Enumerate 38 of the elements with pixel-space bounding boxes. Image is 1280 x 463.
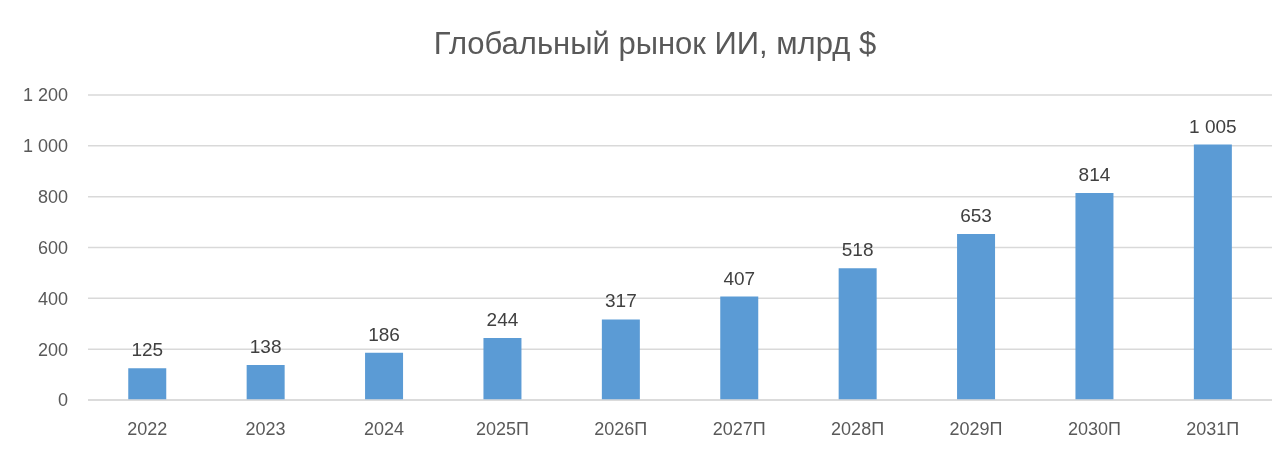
data-label: 653 [960,205,992,227]
x-tick-label: 2024 [363,418,405,439]
data-label: 407 [723,267,756,289]
bar [1193,144,1232,400]
y-tick-label: 1 000 [22,136,68,157]
bar [128,368,167,400]
y-tick-label: 400 [37,288,68,309]
x-tick-label: 2028П [831,418,885,439]
data-label: 138 [249,335,282,357]
bar [838,268,877,400]
x-tick-label: 2026П [594,418,648,439]
data-label: 125 [131,339,164,361]
data-label: 814 [1078,164,1111,186]
y-tick-label: 200 [37,339,68,360]
y-tick-label: 1 200 [22,85,68,106]
bar [957,234,996,400]
x-tick-label: 2023 [245,418,286,439]
y-tick-label: 0 [57,390,68,411]
bar [246,364,285,400]
chart-title: Глобальный рынок ИИ, млрд $ [432,25,878,63]
data-label: 518 [841,239,874,261]
data-label: 244 [486,308,519,330]
bar [483,337,522,400]
x-tick-label: 2031П [1186,418,1240,439]
data-label: 1 005 [1189,115,1237,137]
x-tick-label: 2029П [949,418,1003,439]
x-tick-label: 2030П [1067,418,1121,439]
bar [1075,193,1114,400]
bar [720,296,759,400]
x-tick-label: 2025П [475,418,529,439]
x-tick-label: 2022 [127,418,168,439]
data-label: 317 [605,290,637,312]
data-label: 186 [368,323,400,345]
x-tick-label: 2027П [712,418,766,439]
bar [365,352,404,400]
bar [601,319,640,400]
y-tick-label: 800 [37,187,68,208]
y-tick-label: 600 [37,237,68,258]
